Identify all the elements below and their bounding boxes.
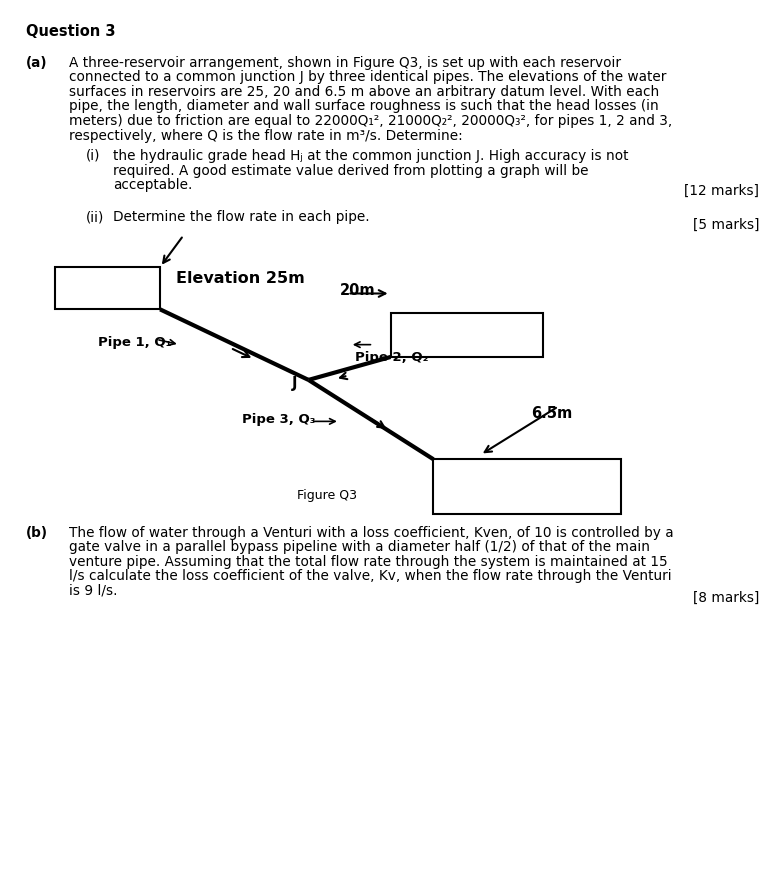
Text: (a): (a)	[26, 56, 48, 70]
Text: meters) due to friction are equal to 22000Q₁², 21000Q₂², 20000Q₃², for pipes 1, : meters) due to friction are equal to 220…	[69, 114, 672, 128]
Text: acceptable.: acceptable.	[113, 178, 193, 192]
Text: Pipe 2, Q₂: Pipe 2, Q₂	[355, 351, 429, 363]
Text: 6.5m: 6.5m	[531, 407, 572, 422]
Text: surfaces in reservoirs are 25, 20 and 6.5 m above an arbitrary datum level. With: surfaces in reservoirs are 25, 20 and 6.…	[69, 85, 659, 99]
FancyBboxPatch shape	[390, 313, 543, 357]
Text: 20m: 20m	[340, 283, 376, 298]
Text: venture pipe. Assuming that the total flow rate through the system is maintained: venture pipe. Assuming that the total fl…	[69, 555, 668, 569]
Text: Pipe 3, Q₃: Pipe 3, Q₃	[242, 413, 316, 425]
Text: The flow of water through a Venturi with a loss coefficient, Kven, of 10 is cont: The flow of water through a Venturi with…	[69, 526, 673, 540]
Text: respectively, where Q is the flow rate in m³/s. Determine:: respectively, where Q is the flow rate i…	[69, 129, 462, 143]
Text: Elevation 25m: Elevation 25m	[176, 272, 305, 287]
Text: (i): (i)	[86, 149, 101, 163]
Text: the hydraulic grade head Hⱼ at the common junction J. High accuracy is not: the hydraulic grade head Hⱼ at the commo…	[113, 149, 629, 163]
Text: is 9 l/s.: is 9 l/s.	[69, 584, 117, 598]
FancyBboxPatch shape	[433, 460, 621, 514]
Text: (b): (b)	[26, 526, 48, 540]
Text: A three-reservoir arrangement, shown in Figure Q3, is set up with each reservoir: A three-reservoir arrangement, shown in …	[69, 56, 621, 70]
Text: Question 3: Question 3	[26, 24, 116, 39]
Text: Pipe 1, Q₁: Pipe 1, Q₁	[98, 336, 171, 348]
FancyBboxPatch shape	[55, 267, 160, 310]
Text: connected to a common junction J by three identical pipes. The elevations of the: connected to a common junction J by thre…	[69, 71, 666, 85]
Text: [12 marks]: [12 marks]	[684, 183, 759, 198]
Text: Determine the flow rate in each pipe.: Determine the flow rate in each pipe.	[113, 210, 370, 224]
Text: required. A good estimate value derived from plotting a graph will be: required. A good estimate value derived …	[113, 163, 589, 177]
Text: J: J	[291, 377, 297, 392]
Text: gate valve in a parallel bypass pipeline with a diameter half (1/2) of that of t: gate valve in a parallel bypass pipeline…	[69, 540, 650, 554]
Text: (ii): (ii)	[86, 210, 105, 224]
Text: pipe, the length, diameter and wall surface roughness is such that the head loss: pipe, the length, diameter and wall surf…	[69, 100, 658, 114]
Text: l/s calculate the loss coefficient of the valve, Kv, when the flow rate through : l/s calculate the loss coefficient of th…	[69, 569, 672, 583]
Text: [5 marks]: [5 marks]	[693, 217, 759, 231]
Text: [8 marks]: [8 marks]	[693, 591, 759, 605]
Text: Figure Q3: Figure Q3	[297, 490, 357, 502]
